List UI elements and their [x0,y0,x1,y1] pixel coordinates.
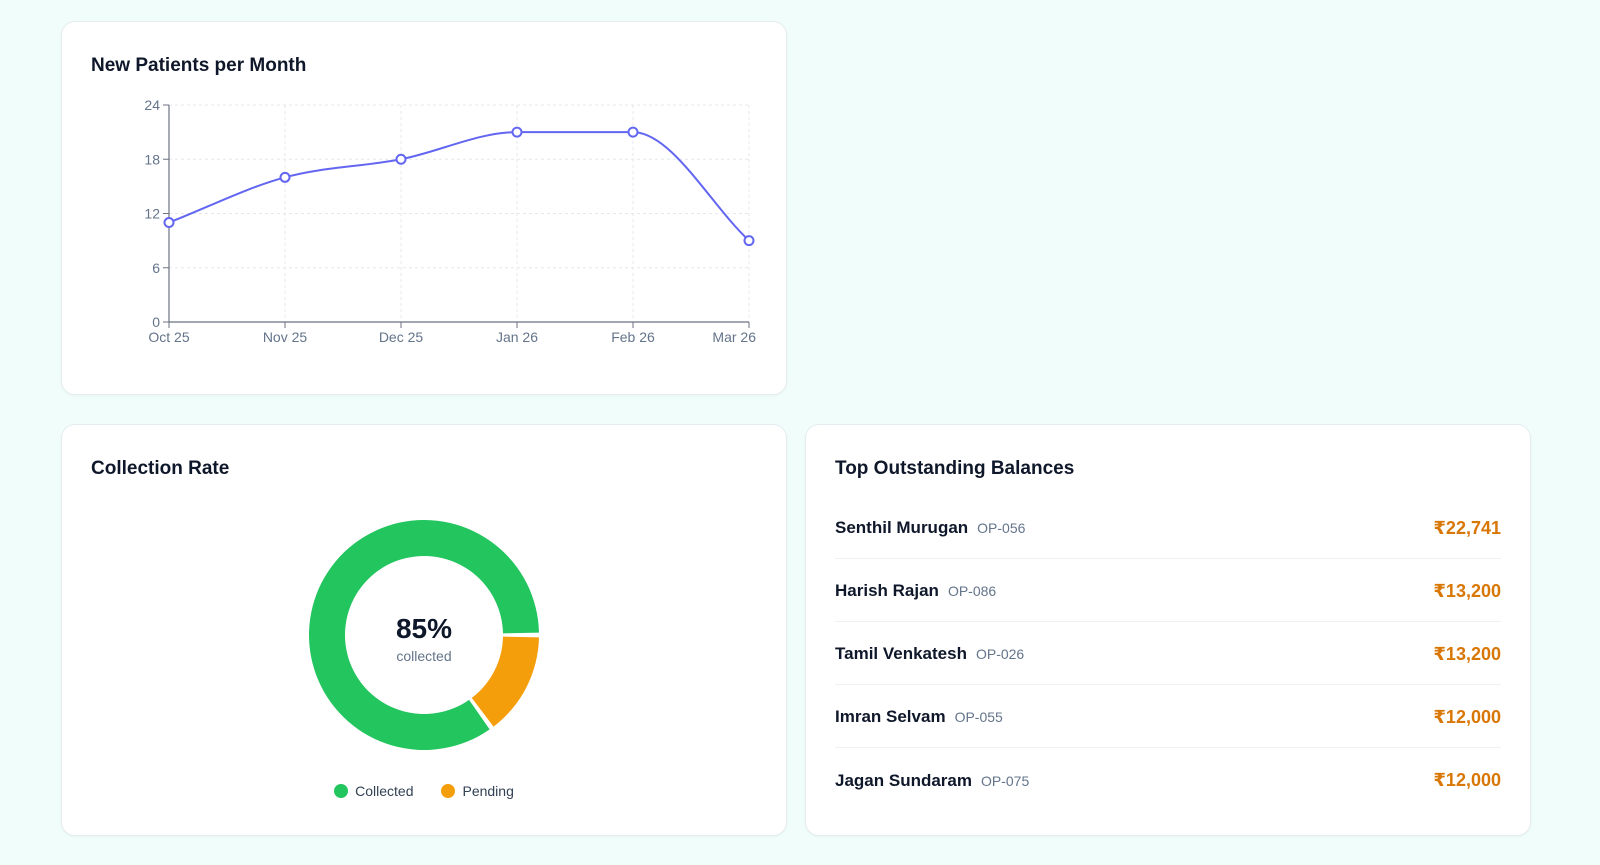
balance-amount: ₹12,000 [1433,706,1501,727]
donut-slice-pending[interactable] [471,636,539,727]
x-tick-label: Mar 26 [712,329,756,345]
patient-name: Tamil Venkatesh [835,644,967,663]
outstanding-balances-title: Top Outstanding Balances [835,458,1075,479]
x-tick-label: Feb 26 [611,329,655,345]
data-point[interactable] [511,126,523,138]
y-tick-label: 18 [144,151,160,167]
data-point[interactable] [163,217,175,229]
outstanding-balances-card: Top Outstanding Balances Senthil Murugan… [805,424,1531,836]
collected-dot-icon [334,784,349,798]
balance-amount: ₹13,200 [1433,643,1501,664]
balance-row[interactable]: Senthil Murugan OP-056 ₹22,741 [835,496,1501,559]
y-tick-label: 6 [152,260,160,276]
balance-row[interactable]: Tamil Venkatesh OP-026 ₹13,200 [835,622,1501,685]
data-point[interactable] [743,235,755,247]
y-tick-label: 0 [152,314,160,330]
legend-label-collected: Collected [355,783,414,799]
patient-id: OP-075 [981,772,1030,789]
collection-rate-card: Collection Rate 85% collected Collected P… [61,424,787,836]
x-tick-label: Oct 25 [148,329,189,345]
balances-list: Senthil Murugan OP-056 ₹22,741 Harish Ra… [835,496,1501,811]
collection-rate-donut-chart: 85% collected [308,520,539,750]
patient-id: OP-026 [975,646,1025,662]
y-tick-label: 12 [144,206,160,222]
balance-amount: ₹13,200 [1433,580,1501,601]
new-patients-title: New Patients per Month [91,55,307,76]
balance-row[interactable]: Harish Rajan OP-086 ₹13,200 [835,559,1501,622]
patient-id: OP-056 [977,520,1026,536]
x-tick-label: Jan 26 [496,329,538,345]
y-tick-label: 24 [144,97,160,113]
x-tick-label: Nov 25 [263,329,308,345]
donut-slice-collected[interactable] [308,520,539,750]
legend-item-pending[interactable]: Pending [441,783,514,799]
patient-name: Imran Selvam [835,707,946,726]
series-line [168,131,750,242]
new-patients-card: New Patients per Month 0 6 12 18 24 Oct 25 Nov… [61,21,787,395]
patient-id: OP-086 [947,583,997,599]
donut-legend: Collected Pending [62,783,786,799]
balance-row[interactable]: Imran Selvam OP-055 ₹12,000 [835,685,1501,748]
collection-rate-label: collected [396,648,451,664]
data-point[interactable] [627,126,639,138]
patient-name: Harish Rajan [835,581,939,600]
legend-label-pending: Pending [462,783,514,799]
data-point[interactable] [279,171,291,183]
patient-name: Jagan Sundaram [835,770,972,790]
pending-dot-icon [441,784,456,798]
data-point[interactable] [395,153,407,165]
balance-amount: ₹12,000 [1433,770,1501,790]
patient-name: Senthil Murugan [835,518,969,537]
balance-amount: ₹22,741 [1433,517,1501,538]
new-patients-line-chart: 0 6 12 18 24 Oct 25 Nov 25 Dec 25 Jan 26 Feb 26 Ma… [144,97,756,345]
balance-row[interactable]: Jagan Sundaram OP-075 ₹12,000 [835,748,1501,811]
collection-rate-value: 85% [396,613,452,644]
patient-id: OP-055 [954,709,1003,725]
collection-rate-title: Collection Rate [91,458,230,479]
x-tick-label: Dec 25 [379,329,424,345]
legend-item-collected[interactable]: Collected [334,783,413,799]
